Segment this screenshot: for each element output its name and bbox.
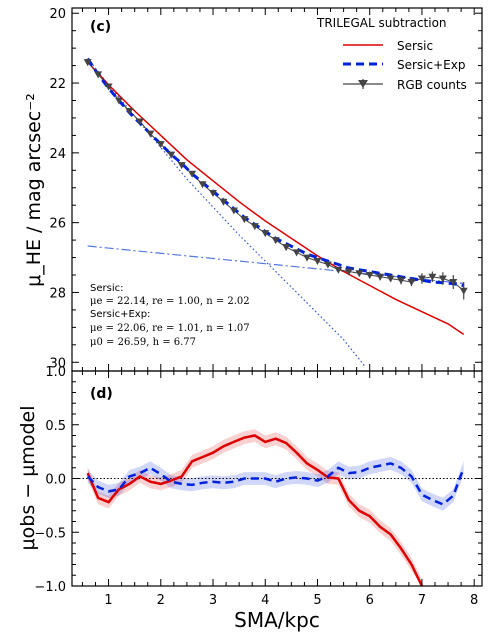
y-tick-label-top: 28	[49, 286, 66, 301]
x-tick-label: 2	[157, 593, 165, 608]
rgb-point	[188, 170, 197, 178]
rgb-point	[240, 216, 249, 224]
x-tick-label: 4	[261, 593, 269, 608]
rgb-point	[292, 249, 301, 257]
rgb-point	[167, 151, 176, 159]
rgb-point	[156, 141, 165, 149]
residual-line-sersic	[86, 434, 424, 587]
band-sersic	[87, 429, 422, 586]
axis-ticks: 20 22 24 26 28 30 1 2 3 4 5 6 7 8 −1.0 −0.5 0.0 0.5 1.0	[34, 7, 482, 608]
rgb-point	[94, 71, 103, 79]
rgb-point	[323, 261, 332, 269]
y-tick-label-top: 30	[49, 356, 66, 371]
annotation-sersic-head: Sersic:	[90, 283, 123, 294]
rgb-point	[386, 275, 395, 283]
panel-tag-d: (d)	[90, 386, 113, 402]
legend-label-sersic-exp: Sersic+Exp	[397, 58, 465, 72]
rgb-point	[198, 181, 207, 189]
rgb-point	[334, 266, 343, 274]
y-tick-label-bottom: 0.0	[45, 473, 66, 488]
rgb-point	[83, 59, 92, 67]
rgb-point	[104, 83, 113, 91]
y-tick-label-top: 20	[49, 7, 66, 22]
x-tick-label: 6	[366, 593, 374, 608]
rgb-point	[261, 230, 270, 238]
y-tick-label-top: 26	[49, 217, 66, 232]
y-tick-label-bottom: −0.5	[34, 526, 66, 541]
line-sersic-component	[87, 58, 365, 367]
x-tick-label: 7	[418, 593, 426, 608]
rgb-point	[177, 162, 186, 170]
rgb-point	[397, 277, 406, 285]
rgb-point	[376, 273, 385, 281]
residual-bands	[87, 429, 464, 586]
legend-title: TRILEGAL subtraction	[316, 16, 447, 30]
rgb-point	[282, 244, 291, 252]
y-tick-label-top: 24	[49, 147, 66, 162]
y-tick-label-bottom: −1.0	[34, 580, 66, 595]
residual-line-sersic-exp	[86, 462, 465, 506]
rgb-point	[229, 207, 238, 215]
legend-label-rgb: RGB counts	[397, 78, 467, 92]
rgb-point	[313, 258, 322, 266]
rgb-point	[459, 287, 468, 295]
band-sersic-exp	[87, 457, 464, 511]
line-sersic	[87, 61, 465, 336]
rgb-point	[135, 118, 144, 126]
x-axis-label: SMA/kpc	[234, 608, 320, 632]
rgb-point	[209, 189, 218, 197]
line-rgb-counts	[87, 61, 465, 292]
panel-tag-c: (c)	[90, 19, 111, 35]
rgb-point	[125, 107, 134, 115]
annotation-sersicexp-params-1: μe = 22.06, re = 1.01, n = 1.07	[90, 323, 250, 334]
rgb-point	[250, 223, 259, 231]
annotation-sersicexp-head: Sersic+Exp:	[90, 309, 150, 320]
annotation-sersic-params: μe = 22.14, re = 1.00, n = 2.02	[90, 296, 250, 307]
rgb-point	[344, 268, 353, 276]
rgb-point	[407, 278, 416, 286]
y-axis-label-top: μ_HE / mag arcsec⁻²	[23, 93, 45, 287]
legend-swatch-rgb-marker	[358, 80, 368, 88]
x-tick-label: 5	[313, 593, 321, 608]
legend: TRILEGAL subtraction Sersic Sersic+Exp R…	[316, 16, 467, 92]
rgb-point	[449, 278, 458, 286]
rgb-point	[115, 97, 124, 105]
y-tick-label-bottom: 1.0	[45, 365, 66, 380]
rgb-point	[219, 198, 228, 206]
rgb-count-points	[83, 58, 468, 300]
rgb-point	[271, 237, 280, 245]
y-tick-label-bottom: 0.5	[45, 419, 66, 434]
x-tick-label: 3	[209, 593, 217, 608]
y-axis-label-bottom: μobs − μmodel	[17, 406, 39, 551]
rgb-point	[365, 272, 374, 280]
rgb-point	[438, 275, 447, 283]
x-tick-label: 8	[470, 593, 478, 608]
rgb-point	[417, 275, 426, 283]
rgb-point	[303, 254, 312, 262]
line-exp-component	[87, 245, 464, 284]
rgb-point	[428, 273, 437, 281]
legend-label-sersic: Sersic	[397, 39, 433, 53]
rgb-point	[146, 130, 155, 138]
y-tick-label-top: 22	[49, 77, 66, 92]
rgb-point	[355, 270, 364, 278]
annotation-sersicexp-params-2: μ0 = 26.59, h = 6.77	[90, 337, 196, 348]
x-tick-label: 1	[104, 593, 112, 608]
